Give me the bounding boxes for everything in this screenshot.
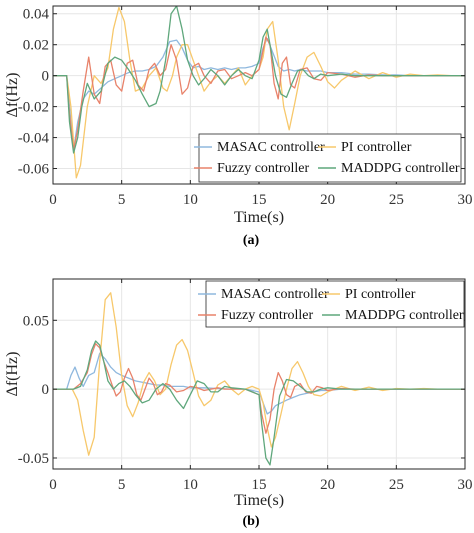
y-axis-label: Δf(Hz) bbox=[4, 73, 21, 118]
legend-item: Fuzzy controller bbox=[198, 308, 313, 323]
y-tick-label: -0.06 bbox=[18, 162, 50, 178]
x-tick-label: 25 bbox=[389, 192, 404, 208]
y-tick-label: 0.04 bbox=[23, 7, 50, 23]
series-line-maddpg-controller bbox=[53, 340, 465, 466]
series-line-pi-controller bbox=[53, 6, 465, 179]
legend-item: Fuzzy controller bbox=[194, 161, 309, 176]
legend-box bbox=[205, 280, 465, 328]
y-tick-label: 0.02 bbox=[23, 38, 49, 54]
y-tick-label: -0.04 bbox=[18, 131, 50, 147]
x-tick-label: 10 bbox=[183, 192, 198, 208]
y-tick-label: 0 bbox=[42, 382, 50, 398]
x-tick-label: 20 bbox=[320, 477, 335, 493]
x-tick-label: 5 bbox=[118, 477, 126, 493]
legend-label: MADDPG controller bbox=[341, 161, 460, 176]
y-tick-label: 0 bbox=[42, 69, 50, 85]
legend-label: MASAC controller bbox=[217, 140, 325, 155]
subfigure-caption: (b) bbox=[242, 514, 259, 529]
y-tick-label: -0.02 bbox=[18, 100, 49, 116]
legend-label: MADDPG controller bbox=[345, 308, 464, 323]
subfigure-caption: (a) bbox=[243, 233, 260, 248]
x-tick-label: 10 bbox=[183, 477, 198, 493]
legend-item: MADDPG controller bbox=[318, 161, 460, 176]
series-line-masac-controller bbox=[53, 37, 465, 151]
y-tick-label: 0.05 bbox=[23, 313, 49, 329]
x-axis-label: Time(s) bbox=[234, 492, 284, 509]
legend-item: MASAC controller bbox=[198, 287, 329, 302]
series-line-maddpg-controller bbox=[53, 6, 465, 154]
legend-label: PI controller bbox=[345, 287, 416, 302]
legend-item: MADDPG controller bbox=[322, 308, 464, 323]
x-tick-label: 25 bbox=[389, 477, 404, 493]
legend-label: PI controller bbox=[341, 140, 412, 155]
x-tick-label: 30 bbox=[458, 192, 473, 208]
x-tick-label: 5 bbox=[118, 192, 126, 208]
legend-item: PI controller bbox=[318, 140, 412, 155]
x-tick-label: 30 bbox=[458, 477, 473, 493]
legend-label: MASAC controller bbox=[221, 287, 329, 302]
x-axis-label: Time(s) bbox=[234, 209, 284, 226]
chart-b: 0 5 10 15 20 25 30-0.0500.05Time(s)Δf(Hz)(b)MA… bbox=[4, 278, 473, 529]
legend-label: Fuzzy controller bbox=[217, 161, 309, 176]
y-tick-label: -0.05 bbox=[18, 451, 49, 467]
legend: MASAC controller PI controller Fuzzy contr… bbox=[198, 280, 465, 328]
x-tick-label: 0 bbox=[49, 192, 57, 208]
legend-item: MASAC controller bbox=[194, 140, 325, 155]
legend-box bbox=[198, 133, 462, 183]
y-axis-label: Δf(Hz) bbox=[4, 352, 21, 397]
x-tick-label: 15 bbox=[252, 477, 267, 493]
x-tick-label: 0 bbox=[49, 477, 57, 493]
series-line-fuzzy-controller bbox=[53, 343, 465, 434]
x-tick-label: 15 bbox=[252, 192, 267, 208]
legend: MASAC controller PI controller Fuzzy contr… bbox=[194, 133, 462, 183]
x-tick-label: 20 bbox=[320, 192, 335, 208]
legend-item: PI controller bbox=[322, 287, 416, 302]
chart-a: 0 5 10 15 20 25 30 -0.06 -0.04 -0.02 0 0.02 0.04 Time… bbox=[4, 5, 473, 248]
legend-label: Fuzzy controller bbox=[221, 308, 313, 323]
